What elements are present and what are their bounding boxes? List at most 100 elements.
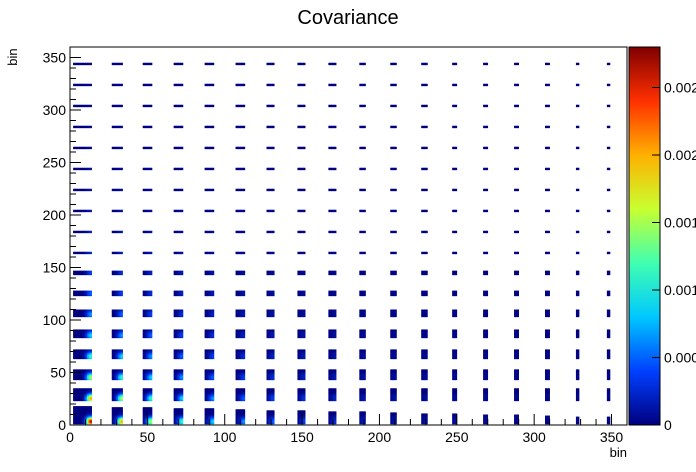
heatmap-cell — [235, 314, 238, 317]
heatmap-cell — [77, 378, 80, 381]
heatmap-cell — [393, 351, 396, 353]
heatmap-cell — [111, 374, 114, 376]
heatmap-cell — [452, 398, 455, 401]
heatmap-cell — [363, 334, 366, 337]
heatmap-cell — [484, 395, 487, 397]
heatmap-cell — [515, 388, 518, 390]
heatmap-cell — [363, 371, 366, 373]
heatmap-cell — [207, 315, 210, 318]
heatmap-cell — [363, 420, 366, 423]
heatmap-cell — [303, 335, 306, 338]
heatmap-cell — [452, 395, 455, 397]
heatmap-cell — [237, 349, 239, 351]
heatmap-cell — [88, 421, 91, 424]
heatmap-cell — [85, 408, 88, 410]
heatmap-cell — [77, 415, 80, 417]
heatmap-cell — [87, 415, 89, 417]
heatmap-cell — [88, 377, 91, 380]
heatmap-cell — [271, 329, 273, 331]
heatmap-cell — [329, 355, 332, 358]
heatmap-cell — [272, 315, 275, 318]
heatmap-cell — [514, 393, 516, 395]
heatmap-cell — [266, 334, 269, 337]
heatmap-cell — [85, 388, 88, 390]
heatmap-cell — [148, 373, 151, 375]
heatmap-cell — [235, 351, 238, 353]
heatmap-cell — [390, 352, 393, 354]
heatmap-cell — [74, 420, 77, 423]
heatmap-cell — [328, 336, 331, 339]
heatmap-cell — [390, 422, 393, 425]
heatmap-cell — [82, 395, 85, 397]
heatmap-cell — [235, 333, 238, 335]
heatmap-cell — [87, 332, 89, 334]
heatmap-cell — [79, 351, 82, 353]
heatmap-cell — [206, 418, 209, 421]
heatmap-cell — [181, 349, 184, 351]
heatmap-cell — [331, 374, 334, 376]
heatmap-cell — [298, 353, 301, 355]
heatmap-cell — [114, 394, 117, 396]
heatmap-cell — [363, 336, 366, 339]
heatmap-cell — [114, 334, 117, 337]
heatmap-cell — [363, 370, 366, 372]
heatmap-cell — [150, 413, 153, 415]
heatmap-block — [328, 329, 337, 339]
heatmap-cell — [73, 335, 75, 338]
heatmap-cell — [546, 370, 549, 372]
heatmap-cell — [176, 369, 179, 371]
heatmap-cell — [85, 389, 88, 391]
heatmap-cell — [179, 390, 182, 392]
heatmap-cell — [87, 413, 89, 415]
heatmap-cell — [424, 419, 427, 422]
heatmap-cell — [333, 393, 335, 395]
heatmap-cell — [302, 357, 304, 360]
heatmap-cell — [577, 389, 580, 391]
heatmap-cell — [235, 373, 238, 375]
heatmap-cell — [303, 393, 306, 395]
heatmap-cell — [237, 393, 239, 395]
heatmap-block — [483, 414, 489, 425]
heatmap-cell — [303, 376, 306, 379]
heatmap-cell — [147, 369, 150, 371]
heatmap-cell — [272, 399, 275, 402]
heatmap-cell — [360, 377, 363, 380]
heatmap-cell — [422, 371, 425, 373]
heatmap-cell — [238, 394, 241, 396]
heatmap-cell — [548, 378, 550, 381]
heatmap-cell — [514, 334, 516, 337]
heatmap-cell — [272, 415, 275, 417]
heatmap-cell — [150, 371, 153, 373]
heatmap-cell — [266, 311, 269, 313]
heatmap-cell — [486, 336, 489, 339]
heatmap-cell — [121, 399, 123, 402]
heatmap-cell — [119, 336, 122, 339]
heatmap-cell — [422, 420, 425, 423]
heatmap-cell — [176, 334, 179, 337]
heatmap-cell — [212, 370, 215, 372]
heatmap-cell — [175, 370, 178, 372]
heatmap-block — [328, 369, 337, 381]
heatmap-cell — [210, 388, 213, 390]
heatmap-cell — [148, 315, 151, 318]
heatmap-cell — [298, 417, 301, 419]
heatmap-cell — [390, 373, 393, 375]
heatmap-cell — [79, 336, 82, 339]
heatmap-cell — [178, 417, 181, 419]
heatmap-cell — [517, 351, 519, 353]
heatmap-cell — [360, 355, 363, 358]
heatmap-cell — [117, 416, 120, 418]
heatmap-cell — [148, 311, 151, 313]
heatmap-cell — [360, 394, 363, 396]
heatmap-cell — [113, 389, 116, 391]
heatmap-cell — [544, 420, 547, 423]
heatmap-cell — [88, 314, 91, 317]
heatmap-cell — [302, 393, 304, 395]
heatmap-cell — [577, 394, 580, 396]
heatmap-cell — [272, 331, 275, 333]
heatmap-cell — [238, 372, 241, 374]
heatmap-cell — [79, 350, 82, 352]
heatmap-cell — [117, 350, 120, 352]
heatmap-cell — [606, 372, 609, 374]
heatmap-cell — [76, 356, 79, 359]
